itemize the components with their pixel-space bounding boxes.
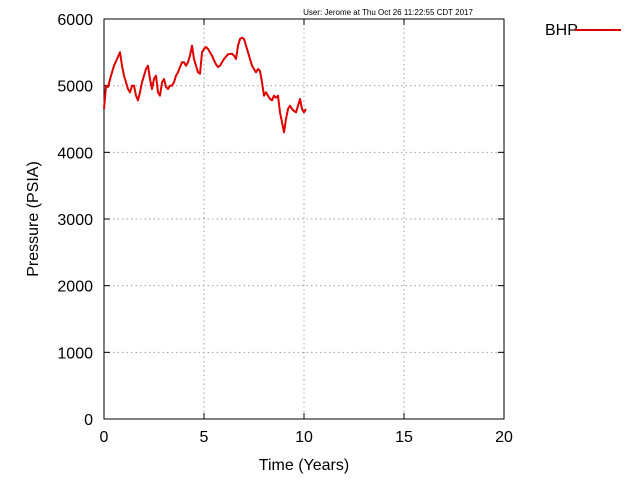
x-axis-title: Time (Years) <box>259 457 349 474</box>
axis-ticks: 0 5 10 15 20 0 1000 2000 3000 4000 5000 6000 <box>57 12 513 446</box>
y-axis-title: Pressure (PSIA) <box>25 161 42 277</box>
y-tick-label: 6000 <box>57 12 93 29</box>
user-annotation: User: Jerome at Thu Oct 26 11:22:55 CDT … <box>303 8 473 17</box>
legend-label-bhp: BHP <box>545 22 578 39</box>
y-tick-label: 3000 <box>57 212 93 229</box>
y-tick-label: 0 <box>84 412 93 429</box>
x-tick-label: 10 <box>295 429 313 446</box>
gridlines <box>104 19 504 419</box>
legend: BHP <box>545 22 621 39</box>
series-line-bhp <box>103 36 307 134</box>
x-tick-label: 5 <box>200 429 209 446</box>
y-tick-label: 1000 <box>57 345 93 362</box>
series-layer <box>103 36 307 134</box>
y-tick-label: 5000 <box>57 79 93 96</box>
x-tick-label: 0 <box>100 429 109 446</box>
y-tick-label: 4000 <box>57 145 93 162</box>
x-tick-label: 15 <box>395 429 413 446</box>
y-tick-label: 2000 <box>57 279 93 296</box>
x-tick-label: 20 <box>495 429 513 446</box>
